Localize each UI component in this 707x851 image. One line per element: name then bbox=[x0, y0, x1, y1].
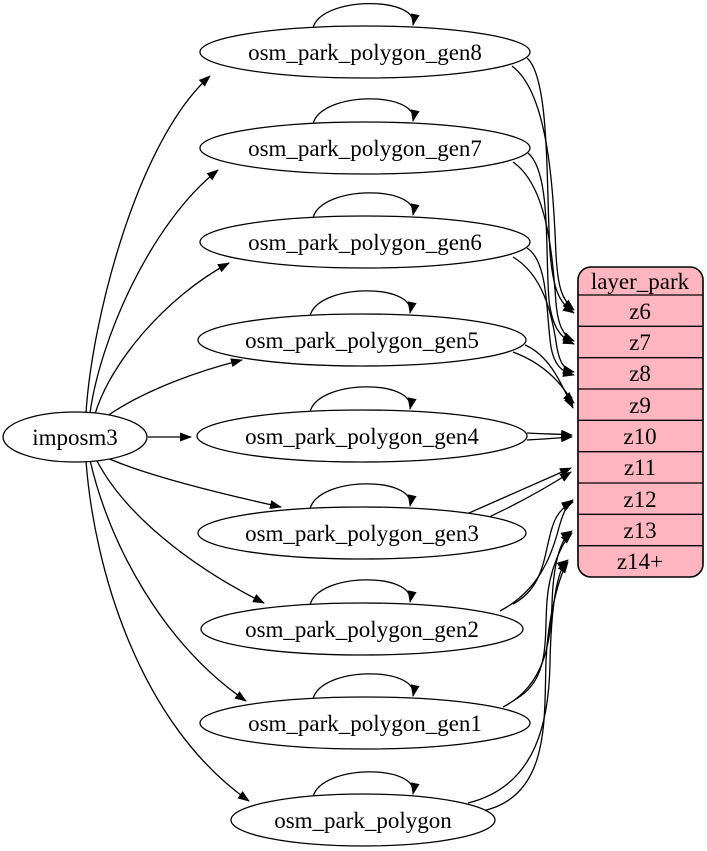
edges-to-layer bbox=[459, 57, 575, 812]
self-loop-gen6 bbox=[312, 192, 420, 219]
gen6-label: osm_park_polygon_gen6 bbox=[248, 230, 482, 255]
gen4-label: osm_park_polygon_gen4 bbox=[245, 424, 479, 449]
row-z9: z9 bbox=[629, 393, 651, 418]
edge-gen1-z13-a bbox=[502, 530, 573, 708]
self-loop-gen1 bbox=[312, 673, 420, 700]
row-z6: z6 bbox=[629, 299, 651, 324]
edge-imposm3-polygon bbox=[85, 460, 250, 802]
imposm3-label: imposm3 bbox=[32, 425, 118, 450]
edge-gen8-z6-a bbox=[511, 65, 575, 311]
edge-gen6-z8-b bbox=[526, 247, 575, 377]
edge-gen4-z10-b bbox=[526, 433, 573, 443]
self-loop-polygon bbox=[312, 771, 420, 798]
edge-polygon-z14-a bbox=[467, 559, 569, 804]
edge-imposm3-gen6 bbox=[94, 262, 230, 415]
node-osm-park-polygon-gen6: osm_park_polygon_gen6 bbox=[199, 215, 531, 269]
gen8-ellipse bbox=[199, 25, 531, 79]
edge-gen3-z11-a bbox=[459, 467, 572, 518]
edge-imposm3-gen3 bbox=[102, 455, 282, 510]
self-loop-gen8 bbox=[312, 3, 420, 29]
gen5-label: osm_park_polygon_gen5 bbox=[245, 328, 479, 353]
gen2-ellipse bbox=[200, 602, 524, 656]
gen3-ellipse bbox=[197, 506, 527, 560]
edge-gen4-z10-a bbox=[526, 429, 573, 439]
node-osm-park-polygon-gen3: osm_park_polygon_gen3 bbox=[197, 506, 527, 560]
edge-imposm3-gen8 bbox=[85, 75, 211, 414]
edge-gen7-z7-b bbox=[527, 152, 575, 345]
edge-polygon-z14-b bbox=[481, 561, 569, 812]
edge-imposm3-gen1 bbox=[89, 459, 247, 702]
row-z8: z8 bbox=[629, 361, 651, 386]
layer-park-body bbox=[577, 266, 704, 578]
row-z11: z11 bbox=[624, 455, 656, 480]
layer-park-table: layer_park z6 z7 z8 z9 z10 z11 z12 z13 z… bbox=[577, 266, 704, 578]
edge-gen6-z8-a bbox=[512, 256, 575, 375]
node-osm-park-polygon-gen2: osm_park_polygon_gen2 bbox=[200, 602, 524, 656]
node-osm-park-polygon-gen5: osm_park_polygon_gen5 bbox=[197, 313, 527, 367]
layer-park-title: layer_park bbox=[591, 269, 690, 294]
polygon-ellipse bbox=[230, 793, 496, 847]
gen7-label: osm_park_polygon_gen7 bbox=[248, 136, 482, 161]
node-imposm3: imposm3 bbox=[2, 411, 148, 463]
edge-imposm3-gen7 bbox=[89, 169, 219, 414]
gen6-ellipse bbox=[199, 215, 531, 269]
edge-gen2-z12-a bbox=[499, 499, 574, 612]
row-z14: z14+ bbox=[617, 549, 663, 574]
row-z13: z13 bbox=[623, 518, 656, 543]
self-loop-edges bbox=[309, 3, 420, 798]
gen1-ellipse bbox=[199, 696, 531, 750]
self-loop-gen7 bbox=[312, 98, 420, 125]
edge-imposm3-gen2 bbox=[95, 458, 265, 604]
edge-imposm3-gen5 bbox=[102, 358, 243, 420]
edge-gen5-z9-a bbox=[512, 351, 575, 404]
edge-gen2-z12-b bbox=[512, 501, 574, 605]
edge-gen1-z13-b bbox=[515, 532, 573, 700]
row-z7: z7 bbox=[629, 330, 651, 355]
node-osm-park-polygon-gen1: osm_park_polygon_gen1 bbox=[199, 696, 531, 750]
gen1-label: osm_park_polygon_gen1 bbox=[248, 711, 482, 736]
self-loop-gen2 bbox=[309, 579, 417, 606]
node-osm-park-polygon: osm_park_polygon bbox=[230, 793, 496, 847]
row-z10: z10 bbox=[623, 424, 656, 449]
polygon-label: osm_park_polygon bbox=[274, 808, 452, 833]
edges-from-source bbox=[85, 75, 282, 802]
gen2-label: osm_park_polygon_gen2 bbox=[245, 617, 479, 642]
self-loop-gen5 bbox=[309, 290, 417, 317]
edge-gen7-z7-a bbox=[512, 161, 575, 342]
row-z12: z12 bbox=[623, 487, 656, 512]
edge-gen5-z9-b bbox=[524, 344, 574, 409]
gen7-ellipse bbox=[199, 121, 531, 175]
node-osm-park-polygon-gen7: osm_park_polygon_gen7 bbox=[199, 121, 531, 175]
imposm3-ellipse bbox=[2, 411, 148, 463]
gen8-label: osm_park_polygon_gen8 bbox=[248, 40, 482, 65]
node-osm-park-polygon-gen4: osm_park_polygon_gen4 bbox=[196, 409, 528, 463]
edge-gen8-z6-b bbox=[526, 57, 575, 314]
gen3-label: osm_park_polygon_gen3 bbox=[245, 521, 479, 546]
self-loop-gen3 bbox=[309, 483, 417, 510]
gen4-ellipse bbox=[196, 409, 528, 463]
gen5-ellipse bbox=[197, 313, 527, 367]
node-osm-park-polygon-gen8: osm_park_polygon_gen8 bbox=[199, 25, 531, 79]
self-loop-gen4 bbox=[309, 386, 417, 413]
